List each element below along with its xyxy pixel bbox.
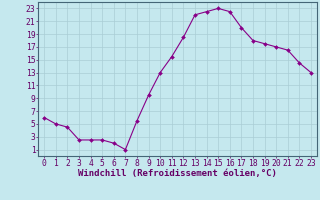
- X-axis label: Windchill (Refroidissement éolien,°C): Windchill (Refroidissement éolien,°C): [78, 169, 277, 178]
